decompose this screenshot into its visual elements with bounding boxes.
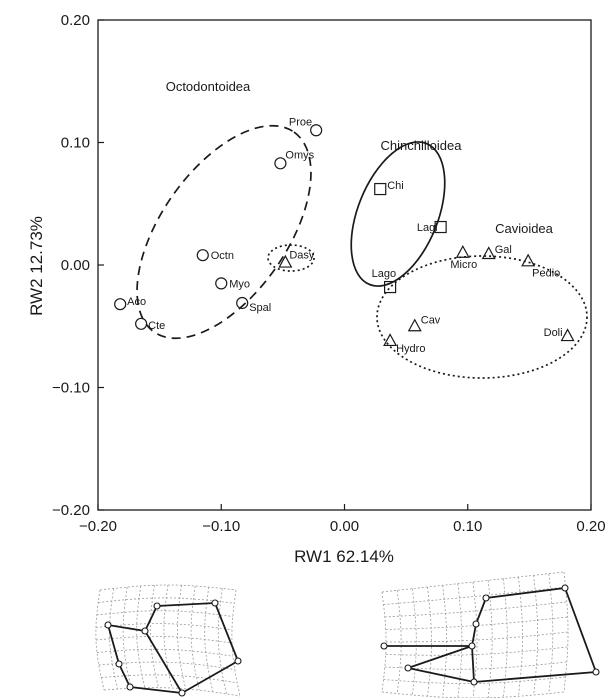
point-marker-gal xyxy=(481,246,496,260)
point-marker-lagi xyxy=(434,220,447,234)
point-label-micro: Micro xyxy=(450,259,477,271)
group-label-octodontoidea: Octodontoidea xyxy=(166,79,251,94)
point-marker-micro xyxy=(455,244,470,258)
x-axis-title: RW1 62.14% xyxy=(294,547,394,566)
point-label-cav: Cav xyxy=(421,314,441,326)
x-tick-label: 0.00 xyxy=(330,518,359,535)
x-tick-label: 0.20 xyxy=(576,518,605,535)
group-ellipse-cavioidea xyxy=(376,255,588,379)
point-marker-hydro xyxy=(383,333,398,347)
point-marker-aco xyxy=(114,298,127,311)
point-marker-chi xyxy=(374,182,387,196)
y-tick-label: 0.00 xyxy=(61,257,90,274)
point-marker-lago xyxy=(384,280,397,294)
y-axis-title: RW2 12.73% xyxy=(27,216,46,316)
point-label-aco: Aco xyxy=(127,296,146,308)
point-marker-myo xyxy=(215,277,228,290)
point-label-doli: Doli xyxy=(544,327,563,339)
point-label-myo: Myo xyxy=(229,278,250,290)
y-tick-label: −0.10 xyxy=(52,380,90,397)
point-label-dasy: Dasy xyxy=(289,250,315,262)
deformation-grids xyxy=(95,571,600,698)
point-label-hydro: Hydro xyxy=(396,343,425,355)
deformation-grid-left xyxy=(95,584,242,697)
point-marker-pedio xyxy=(521,253,536,267)
point-marker-omys xyxy=(274,157,287,170)
group-ellipse-chinchilloidea xyxy=(350,141,446,287)
group-label-cavioidea: Cavioidea xyxy=(495,221,554,236)
y-tick-label: 0.10 xyxy=(61,135,90,152)
group-label-chinchilloidea: Chinchilloidea xyxy=(381,138,463,153)
point-label-gal: Gal xyxy=(495,244,512,256)
x-tick-label: −0.10 xyxy=(202,518,240,535)
point-marker-doli xyxy=(560,328,575,342)
point-label-lago: Lago xyxy=(372,268,396,280)
point-label-pedio: Pedio xyxy=(532,267,560,279)
point-label-omys: Omys xyxy=(285,149,314,161)
y-tick-label: 0.20 xyxy=(61,12,90,29)
point-marker-proe xyxy=(310,124,323,137)
x-tick-label: −0.20 xyxy=(79,518,117,535)
point-marker-spal xyxy=(236,296,249,310)
data-markers xyxy=(114,124,575,347)
point-label-cte: Cte xyxy=(148,320,165,332)
point-label-spal: Spal xyxy=(249,302,271,314)
group-ellipses xyxy=(136,124,588,379)
point-label-octn: Octn xyxy=(211,250,234,262)
y-tick-label: −0.20 xyxy=(52,502,90,519)
axis-ticks: −0.20 −0.10 0.00 0.10 0.20 −0.20 −0.10 0.00 0.10… xyxy=(52,12,606,535)
group-ellipse-dasy xyxy=(267,244,315,272)
point-label-chi: Chi xyxy=(387,180,404,192)
group-ellipse-octodontoidea xyxy=(136,124,312,340)
point-label-proe: Proe xyxy=(289,116,312,128)
point-marker-octn xyxy=(196,249,209,262)
point-marker-dasy xyxy=(278,254,293,268)
x-tick-label: 0.10 xyxy=(453,518,482,535)
group-labels: Octodontoidea Chinchilloidea Cavioidea xyxy=(166,79,554,236)
deformation-grid-right xyxy=(380,571,600,698)
point-marker-cte xyxy=(135,317,148,330)
point-marker-cav xyxy=(407,318,422,332)
point-label-lagi: Lagi xyxy=(417,222,438,234)
